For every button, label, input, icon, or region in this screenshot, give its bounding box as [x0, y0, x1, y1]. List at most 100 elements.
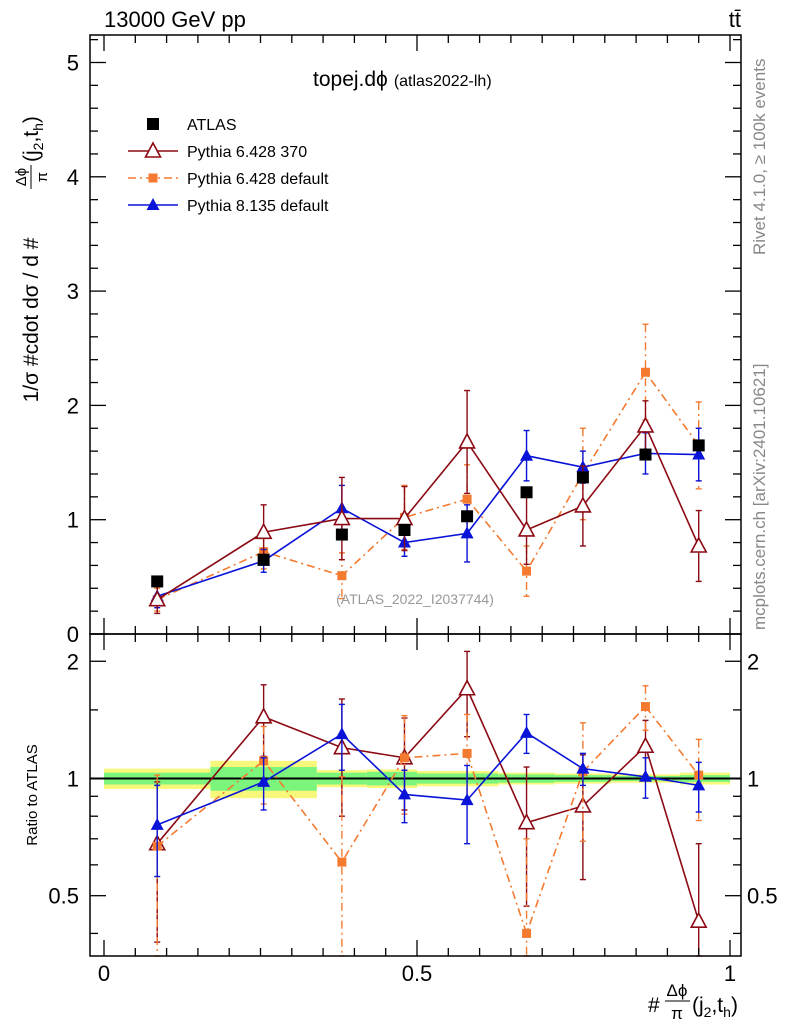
legend: ATLAS Pythia 6.428 370 Pythia 6.428 defaul…: [128, 117, 329, 215]
ratio-y-tick-label-right: 0.5: [747, 884, 778, 909]
x-axis-label-prefix: #: [648, 994, 660, 1017]
series-py6_370: [148, 650, 708, 957]
ratio-y-tick-label-left: 0.5: [48, 884, 79, 909]
data-point-square: [692, 439, 705, 452]
data-point-triangle: [460, 793, 474, 806]
x-axis-label-sub: h: [723, 1004, 731, 1020]
data-point-triangle: [257, 774, 271, 787]
series-line: [156, 424, 700, 601]
series-line: [156, 687, 700, 922]
series-py6_370: [148, 389, 708, 615]
axes-frames: [89, 34, 742, 957]
y-tick-label: 3: [67, 279, 79, 304]
y-axis-label-mid: ,t: [20, 131, 43, 143]
legend-entry-label: ATLAS: [187, 117, 237, 134]
data-point-square: [148, 173, 158, 183]
analysis-watermark: (ATLAS_2022_I2037744): [336, 591, 494, 607]
data-point-square: [639, 448, 652, 461]
data-point-triangle: [335, 727, 349, 740]
data-point-open-triangle: [333, 508, 351, 526]
data-point-square: [257, 553, 270, 566]
ratio-y-tick-label-right: 1: [747, 766, 759, 791]
series-line: [156, 370, 700, 601]
data-point-square: [335, 528, 348, 541]
data-point-square: [522, 928, 532, 938]
series-atlas: [151, 439, 705, 588]
legend-entry-label: Pythia 6.428 default: [187, 171, 329, 188]
series-line: [156, 705, 700, 936]
data-point-square: [576, 471, 589, 484]
y-tick-label: 0: [67, 622, 79, 647]
x-tick-label: 0.5: [402, 961, 433, 986]
data-point-square: [462, 748, 472, 758]
x-tick-label: 1: [724, 961, 736, 986]
mcplots-reference-label: mcplots.cern.ch [arXiv:2401.10621]: [750, 364, 769, 630]
data-point-open-triangle: [458, 679, 476, 696]
plot-title: topej.dϕ (atlas2022-lh): [313, 68, 492, 91]
series-line: [156, 452, 699, 598]
y-tick-label: 1: [67, 508, 79, 533]
data-point-triangle: [520, 725, 534, 738]
data-point-triangle: [520, 448, 534, 461]
rivet-version-label: Rivet 4.1.0, ≥ 100k events: [750, 59, 769, 255]
y-tick-label: 2: [67, 393, 79, 418]
data-point-square: [640, 702, 650, 712]
data-point-square: [462, 494, 472, 504]
data-point-square: [147, 118, 159, 130]
x-axis-label-mid: ,t: [711, 994, 723, 1017]
data-point-triangle: [397, 787, 411, 800]
data-point-triangle: [638, 769, 652, 782]
data-point-triangle: [692, 447, 706, 460]
data-point-open-triangle: [254, 522, 273, 540]
data-point-open-triangle: [148, 590, 167, 607]
collision-label: 13000 GeV pp: [104, 7, 246, 32]
series-py6_default: [152, 685, 704, 957]
data-point-open-triangle: [574, 496, 592, 513]
x-axis-label-fraction-num: Δϕ: [667, 981, 688, 1000]
ratio-y-axis-label: Ratio to ATLAS: [24, 744, 41, 845]
data-point-triangle: [576, 761, 590, 774]
x-tick-label: 0: [98, 961, 110, 986]
series-py6_default: [152, 323, 704, 612]
data-point-open-triangle: [517, 812, 536, 830]
axis-ticks: [90, 35, 741, 956]
process-label: tt̄: [729, 7, 741, 32]
text-layer: 0 1 2 3 4 5 0 0.5 1 0.5 0.5 1 1 2 2 13000 GeV pp tt̄ tope…: [13, 7, 778, 1023]
data-point-open-triangle: [689, 911, 708, 928]
data-point-square: [640, 367, 650, 377]
data-point-open-triangle: [144, 141, 162, 158]
ratio-panel-frame: [89, 633, 742, 957]
main-y-axis-label: 1/σ #cdot dσ / d # Δϕ π (j2,th): [13, 116, 51, 402]
x-axis-label: # Δϕ π (j2,th): [648, 981, 738, 1023]
y-tick-label: 4: [67, 165, 79, 190]
data-point-square: [522, 566, 532, 576]
x-axis-label-fraction-den: π: [671, 1004, 683, 1023]
data-point-square: [337, 571, 347, 581]
data-point-open-triangle: [517, 520, 536, 537]
data-point-square: [520, 486, 533, 499]
y-axis-label-sub: h: [30, 123, 46, 131]
legend-entry-label: Pythia 6.428 370: [187, 144, 307, 161]
data-point-open-triangle: [636, 736, 655, 754]
data-point-triangle: [692, 778, 706, 791]
data-point-square: [398, 523, 411, 536]
legend-entry-label: Pythia 8.135 default: [187, 198, 329, 215]
x-axis-label-sub: 2: [704, 1004, 712, 1020]
y-axis-label-sub: 2: [30, 142, 46, 150]
x-axis-label-end: ): [731, 994, 738, 1017]
y-axis-label-fraction-den: π: [34, 172, 51, 182]
data-point-square: [151, 575, 164, 588]
data-point-square: [399, 753, 409, 763]
data-point-square: [337, 857, 347, 867]
data-point-square: [461, 510, 474, 523]
data-point-open-triangle: [458, 432, 476, 449]
data-point-open-triangle: [689, 536, 708, 553]
data-point-triangle: [150, 817, 164, 830]
ratio-y-tick-label-right: 2: [747, 649, 759, 674]
ratio-y-tick-label-left: 2: [67, 649, 79, 674]
data-point-open-triangle: [636, 416, 655, 433]
series-py8_default: [150, 703, 706, 878]
data-point-open-triangle: [574, 796, 592, 813]
series-layer: [148, 323, 708, 957]
